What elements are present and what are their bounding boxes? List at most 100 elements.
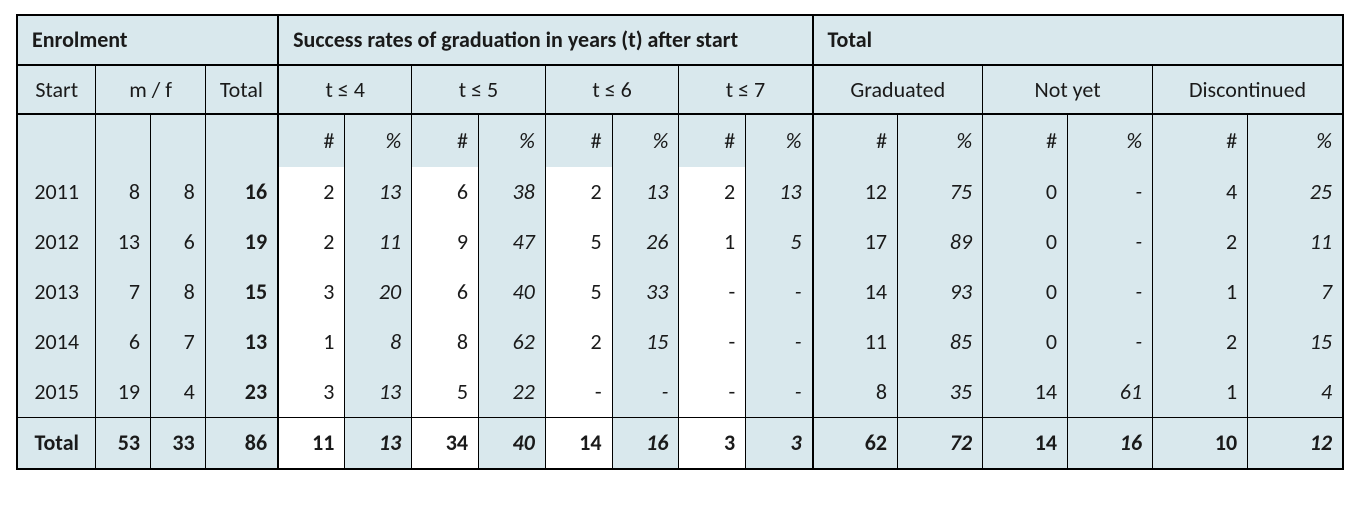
cell-dp: 4	[1248, 367, 1343, 418]
cell-dp: 15	[1248, 317, 1343, 367]
sym-t6-hash: #	[545, 114, 612, 167]
cell-t4n: 2	[278, 217, 345, 267]
cell-t6p: 15	[612, 317, 679, 367]
cell-t7n: 2	[679, 167, 746, 217]
table-row: 2011 8 8 16 2 13 6 38 2 13 2 13 12 75 0 …	[17, 167, 1343, 217]
cell-f: 4	[151, 367, 206, 418]
cell-dn: 4	[1153, 167, 1248, 217]
cell-dp: 7	[1248, 267, 1343, 317]
header-subtotal: Total	[205, 65, 278, 114]
cell-dn: 2	[1153, 317, 1248, 367]
cell-total: 13	[205, 317, 278, 367]
cell-gp: 85	[898, 317, 983, 367]
cell-t6n: 2	[545, 317, 612, 367]
cell-t6p: 26	[612, 217, 679, 267]
cell-gn: 8	[813, 367, 898, 418]
cell-t7n: -	[679, 267, 746, 317]
sym-blank-m	[96, 114, 151, 167]
cell-t6n: -	[545, 367, 612, 418]
cell-total: 16	[205, 167, 278, 217]
cell-t6p: -	[612, 367, 679, 418]
cell-t5n: 6	[412, 267, 479, 317]
cell-total-nn: 14	[983, 417, 1068, 469]
cell-t5n: 5	[412, 367, 479, 418]
cell-t7n: -	[679, 317, 746, 367]
cell-t6p: 33	[612, 267, 679, 317]
header-success: Success rates of graduation in years (t)…	[278, 15, 812, 65]
cell-t5p: 38	[479, 167, 546, 217]
cell-nn: 0	[983, 267, 1068, 317]
cell-t6n: 2	[545, 167, 612, 217]
cell-t4n: 2	[278, 167, 345, 217]
cell-start: 2013	[17, 267, 96, 317]
cell-start: 2015	[17, 367, 96, 418]
cell-nn: 0	[983, 317, 1068, 367]
cell-t6n: 5	[545, 217, 612, 267]
cell-gn: 12	[813, 167, 898, 217]
cell-t7p: 13	[746, 167, 813, 217]
sym-t6-pct: %	[612, 114, 679, 167]
cell-t7p: -	[746, 367, 813, 418]
cell-t5p: 40	[479, 267, 546, 317]
cell-t7p: 5	[746, 217, 813, 267]
cell-t7p: -	[746, 267, 813, 317]
cell-dn: 1	[1153, 267, 1248, 317]
cell-total-m: 53	[96, 417, 151, 469]
cell-f: 8	[151, 267, 206, 317]
enrolment-success-table: Enrolment Success rates of graduation in…	[16, 14, 1344, 470]
cell-dp: 25	[1248, 167, 1343, 217]
header-t7: t ≤ 7	[679, 65, 813, 114]
cell-total-dn: 10	[1153, 417, 1248, 469]
sym-t5-pct: %	[479, 114, 546, 167]
sym-t7-hash: #	[679, 114, 746, 167]
cell-nn: 0	[983, 217, 1068, 267]
cell-total-t6n: 14	[545, 417, 612, 469]
table-row: 2013 7 8 15 3 20 6 40 5 33 - - 14 93 0 -…	[17, 267, 1343, 317]
header-notyet: Not yet	[983, 65, 1153, 114]
cell-t5p: 62	[479, 317, 546, 367]
cell-t4n: 3	[278, 267, 345, 317]
cell-t7p: -	[746, 317, 813, 367]
cell-gp: 35	[898, 367, 983, 418]
sym-t5-hash: #	[412, 114, 479, 167]
cell-total-gp: 72	[898, 417, 983, 469]
cell-f: 7	[151, 317, 206, 367]
cell-f: 6	[151, 217, 206, 267]
cell-m: 19	[96, 367, 151, 418]
cell-gp: 89	[898, 217, 983, 267]
cell-total-gn: 62	[813, 417, 898, 469]
header-total: Total	[813, 15, 1343, 65]
cell-start: 2014	[17, 317, 96, 367]
cell-t6p: 13	[612, 167, 679, 217]
sym-blank-f	[151, 114, 206, 167]
cell-t4p: 11	[345, 217, 412, 267]
cell-f: 8	[151, 167, 206, 217]
sym-t7-pct: %	[746, 114, 813, 167]
cell-nn: 14	[983, 367, 1068, 418]
symbol-row: # % # % # % # % # % # % # %	[17, 114, 1343, 167]
cell-dn: 2	[1153, 217, 1248, 267]
cell-t5n: 8	[412, 317, 479, 367]
cell-total-np: 16	[1068, 417, 1153, 469]
cell-m: 13	[96, 217, 151, 267]
cell-np: -	[1068, 167, 1153, 217]
table-row: 2014 6 7 13 1 8 8 62 2 15 - - 11 85 0 - …	[17, 317, 1343, 367]
sym-ny-pct: %	[1068, 114, 1153, 167]
cell-gp: 75	[898, 167, 983, 217]
cell-dp: 11	[1248, 217, 1343, 267]
sym-blank-start	[17, 114, 96, 167]
header-graduated: Graduated	[813, 65, 983, 114]
header-mf: m / f	[96, 65, 205, 114]
cell-t5p: 22	[479, 367, 546, 418]
cell-gp: 93	[898, 267, 983, 317]
header-t4: t ≤ 4	[278, 65, 412, 114]
cell-total-total: 86	[205, 417, 278, 469]
cell-gn: 11	[813, 317, 898, 367]
header-enrolment: Enrolment	[17, 15, 278, 65]
cell-t4p: 13	[345, 167, 412, 217]
cell-total-t7p: 3	[746, 417, 813, 469]
cell-np: -	[1068, 317, 1153, 367]
sym-blank-total	[205, 114, 278, 167]
sym-t4-hash: #	[278, 114, 345, 167]
header-t5: t ≤ 5	[412, 65, 546, 114]
